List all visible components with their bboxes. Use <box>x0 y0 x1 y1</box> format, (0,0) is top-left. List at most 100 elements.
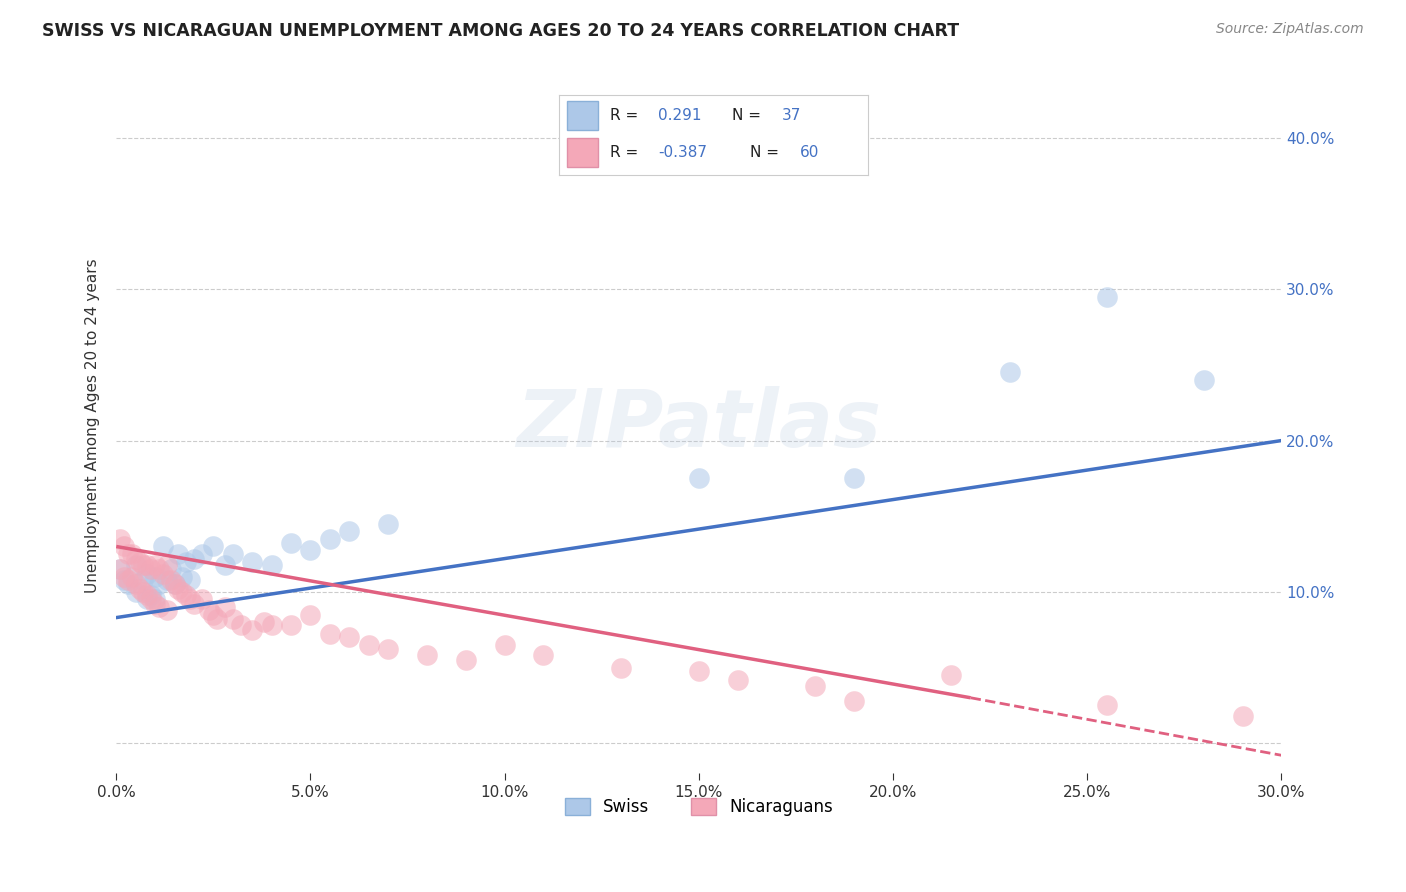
Point <box>112 540 135 554</box>
Point <box>1232 709 1254 723</box>
Point <box>136 592 159 607</box>
Point <box>172 570 194 584</box>
Point <box>141 588 163 602</box>
Point <box>108 532 131 546</box>
Point <box>148 599 170 614</box>
Point <box>156 573 179 587</box>
Point <box>148 577 170 591</box>
Point <box>108 562 131 576</box>
Point <box>143 597 166 611</box>
Point <box>610 660 633 674</box>
Point <box>117 573 139 587</box>
Point <box>167 582 190 596</box>
Point <box>121 570 143 584</box>
Point <box>172 585 194 599</box>
Point <box>299 607 322 622</box>
Point <box>183 551 205 566</box>
Point <box>844 694 866 708</box>
Point <box>844 471 866 485</box>
Point <box>143 558 166 572</box>
Point <box>159 562 181 576</box>
Point <box>416 648 439 663</box>
Point <box>202 607 225 622</box>
Point <box>117 547 139 561</box>
Point <box>1095 698 1118 713</box>
Point <box>207 612 229 626</box>
Point <box>222 612 245 626</box>
Point <box>998 366 1021 380</box>
Point <box>148 562 170 576</box>
Point <box>377 516 399 531</box>
Text: SWISS VS NICARAGUAN UNEMPLOYMENT AMONG AGES 20 TO 24 YEARS CORRELATION CHART: SWISS VS NICARAGUAN UNEMPLOYMENT AMONG A… <box>42 22 959 40</box>
Point <box>319 627 342 641</box>
Point <box>688 471 710 485</box>
Point <box>1192 373 1215 387</box>
Point <box>132 585 155 599</box>
Point <box>1095 290 1118 304</box>
Point <box>240 555 263 569</box>
Point <box>214 558 236 572</box>
Point <box>143 570 166 584</box>
Point <box>280 618 302 632</box>
Point <box>202 540 225 554</box>
Point <box>136 566 159 581</box>
Point <box>183 597 205 611</box>
Point <box>163 577 186 591</box>
Point <box>260 618 283 632</box>
Legend: Swiss, Nicaraguans: Swiss, Nicaraguans <box>557 789 841 824</box>
Point <box>125 558 148 572</box>
Text: ZIPatlas: ZIPatlas <box>516 386 882 465</box>
Point <box>214 599 236 614</box>
Text: Source: ZipAtlas.com: Source: ZipAtlas.com <box>1216 22 1364 37</box>
Point <box>357 638 380 652</box>
Point <box>159 573 181 587</box>
Point <box>229 618 252 632</box>
Point <box>152 540 174 554</box>
Point <box>280 536 302 550</box>
Point <box>941 668 963 682</box>
Point <box>167 547 190 561</box>
Point <box>174 588 197 602</box>
Point <box>132 558 155 572</box>
Point <box>125 551 148 566</box>
Point <box>117 577 139 591</box>
Point <box>222 547 245 561</box>
Point <box>299 542 322 557</box>
Point <box>136 588 159 602</box>
Point <box>141 562 163 576</box>
Point <box>198 603 221 617</box>
Point <box>377 642 399 657</box>
Point <box>128 582 150 596</box>
Y-axis label: Unemployment Among Ages 20 to 24 years: Unemployment Among Ages 20 to 24 years <box>86 258 100 593</box>
Point <box>253 615 276 629</box>
Point <box>136 558 159 572</box>
Point <box>152 566 174 581</box>
Point <box>190 592 212 607</box>
Point <box>454 653 477 667</box>
Point <box>143 592 166 607</box>
Point <box>804 679 827 693</box>
Point <box>156 603 179 617</box>
Point <box>128 555 150 569</box>
Point <box>179 592 201 607</box>
Point <box>132 573 155 587</box>
Point <box>121 547 143 561</box>
Point <box>190 547 212 561</box>
Point <box>337 630 360 644</box>
Point <box>260 558 283 572</box>
Point <box>533 648 555 663</box>
Point <box>125 577 148 591</box>
Point <box>174 555 197 569</box>
Point <box>112 570 135 584</box>
Point <box>179 573 201 587</box>
Point <box>240 623 263 637</box>
Point <box>156 558 179 572</box>
Point <box>494 638 516 652</box>
Point <box>141 592 163 607</box>
Point <box>163 577 186 591</box>
Point <box>108 562 131 576</box>
Point <box>688 664 710 678</box>
Point <box>319 532 342 546</box>
Point <box>337 524 360 539</box>
Point <box>112 573 135 587</box>
